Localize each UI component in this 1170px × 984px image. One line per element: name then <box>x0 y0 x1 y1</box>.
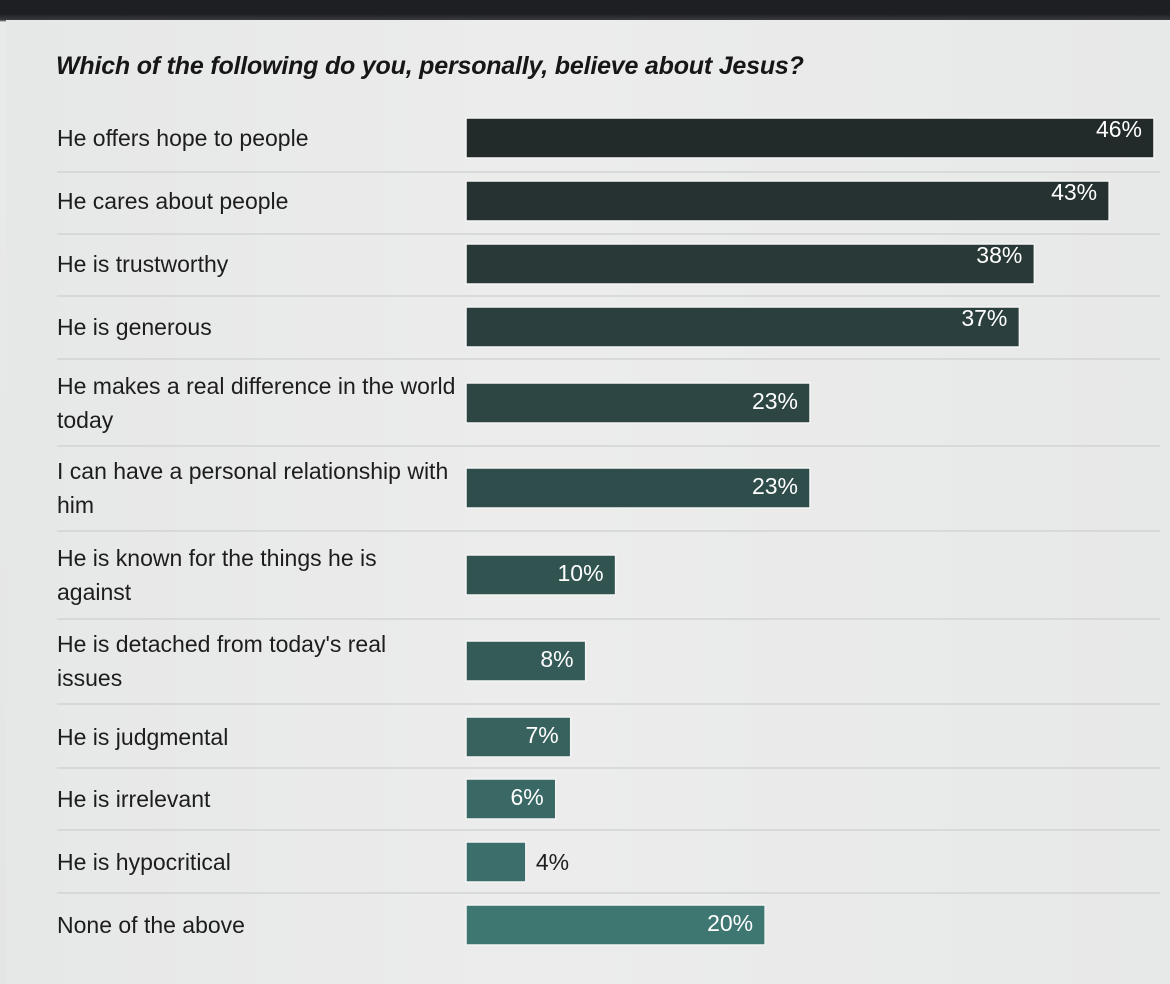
value-label: 23% <box>751 388 798 414</box>
value-label: 43% <box>1051 179 1098 205</box>
category-label: He offers hope to people <box>57 125 309 151</box>
category-label: He is detached from today's real issues <box>57 631 387 691</box>
category-label: He is known for the things he is against <box>57 545 377 605</box>
category-label: I can have a personal relationship with … <box>57 458 449 518</box>
value-label: 23% <box>751 473 798 499</box>
category-label: He is judgmental <box>57 724 229 750</box>
bar <box>465 904 766 946</box>
category-label: None of the above <box>57 912 245 938</box>
value-label: 37% <box>961 305 1008 331</box>
category-label: He is trustworthy <box>57 251 229 277</box>
value-label: 7% <box>525 722 559 748</box>
bar <box>465 554 617 596</box>
bar <box>465 841 527 883</box>
bar <box>465 467 811 509</box>
value-label: 10% <box>557 560 604 586</box>
value-label: 46% <box>1095 116 1142 142</box>
category-label: He is hypocritical <box>57 849 231 875</box>
chart-title: Which of the following do you, personall… <box>56 52 804 80</box>
category-label: He is irrelevant <box>57 786 211 812</box>
category-label: He is generous <box>57 314 212 340</box>
bar <box>465 640 587 682</box>
bar <box>465 382 811 424</box>
value-label: 6% <box>510 784 544 810</box>
value-label: 8% <box>540 646 574 672</box>
bar <box>465 180 1110 222</box>
bar <box>465 306 1021 348</box>
bar <box>465 117 1155 159</box>
bar <box>465 778 557 820</box>
value-label: 4% <box>535 849 570 875</box>
value-label: 38% <box>976 242 1023 268</box>
category-label: He makes a real difference in the world … <box>57 373 456 433</box>
category-label: He cares about people <box>57 188 289 214</box>
bar <box>465 243 1036 285</box>
value-label: 20% <box>707 910 754 936</box>
bar <box>465 716 572 758</box>
